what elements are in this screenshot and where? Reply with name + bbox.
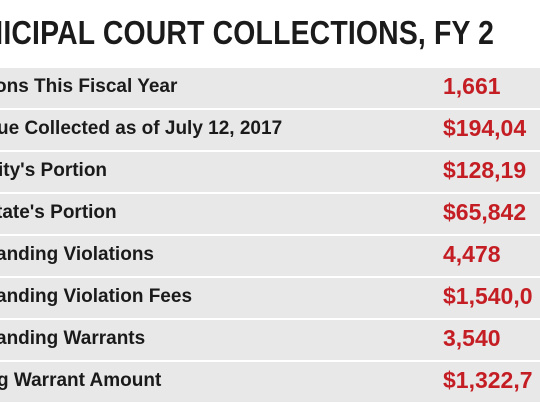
row-value: $194,04 bbox=[443, 115, 527, 141]
table-row: ons This Fiscal Year 1,661 bbox=[0, 68, 540, 108]
row-value: 4,478 bbox=[443, 241, 501, 267]
row-label: anding Violations bbox=[0, 244, 154, 265]
row-value: $1,540,0 bbox=[443, 283, 533, 309]
row-value: $65,842 bbox=[443, 199, 527, 225]
row-label: ons This Fiscal Year bbox=[0, 76, 178, 97]
row-label: g Warrant Amount bbox=[0, 370, 162, 391]
table-row: anding Violations 4,478 bbox=[0, 236, 540, 276]
table-row: anding Warrants 3,540 bbox=[0, 320, 540, 360]
row-value: $1,322,7 bbox=[443, 367, 533, 393]
row-value: $128,19 bbox=[443, 157, 527, 183]
row-label: tate's Portion bbox=[0, 202, 117, 223]
row-label: ity's Portion bbox=[0, 160, 108, 181]
table-title: UNICIPAL COURT COLLECTIONS, FY 2 bbox=[0, 14, 495, 51]
row-value: 1,661 bbox=[443, 73, 501, 99]
table-row: ue Collected as of July 12, 2017 $194,04 bbox=[0, 110, 540, 150]
table-row: tate's Portion $65,842 bbox=[0, 194, 540, 234]
row-label: anding Warrants bbox=[0, 328, 146, 349]
table-row: g Warrant Amount $1,322,7 bbox=[0, 362, 540, 402]
table-row: ity's Portion $128,19 bbox=[0, 152, 540, 192]
collections-table: ons This Fiscal Year 1,661 ue Collected … bbox=[0, 68, 540, 404]
row-value: 3,540 bbox=[443, 325, 501, 351]
table-title-container: UNICIPAL COURT COLLECTIONS, FY 2 bbox=[0, 0, 540, 62]
table-row: anding Violation Fees $1,540,0 bbox=[0, 278, 540, 318]
row-label: anding Violation Fees bbox=[0, 286, 193, 307]
row-label: ue Collected as of July 12, 2017 bbox=[0, 118, 283, 139]
